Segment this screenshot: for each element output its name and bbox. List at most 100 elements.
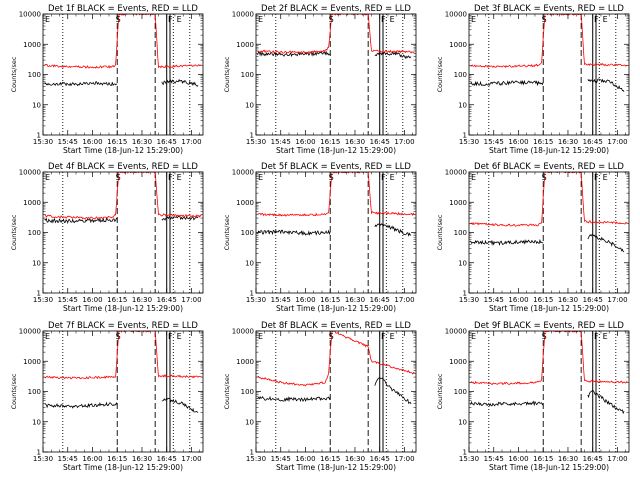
event-label: S xyxy=(542,15,547,24)
events-series-line xyxy=(44,217,118,225)
x-tick-label: 16:15 xyxy=(107,296,127,304)
x-tick-label: 16:30 xyxy=(558,455,578,463)
x-tick-label: 15:45 xyxy=(271,138,291,146)
y-tick-label: 1000 xyxy=(449,358,467,366)
event-label: F xyxy=(381,332,386,341)
event-label: E xyxy=(471,173,476,182)
events-series-line xyxy=(374,376,412,405)
event-label: F xyxy=(594,15,599,24)
x-tick-label: 16:00 xyxy=(508,455,528,463)
y-tick-label: 100 xyxy=(241,229,254,237)
y-tick-label: 1 xyxy=(37,449,41,457)
x-tick-label: 16:00 xyxy=(82,138,102,146)
x-tick-label: 16:00 xyxy=(508,138,528,146)
plot-frame xyxy=(468,330,630,453)
x-tick-label: 16:15 xyxy=(107,455,127,463)
events-series-line xyxy=(257,50,331,58)
y-tick-label: 10 xyxy=(32,259,41,267)
panel-title: Det 9f BLACK = Events, RED = LLD xyxy=(474,321,624,331)
event-label: E xyxy=(603,332,608,341)
y-tick-label: 10000 xyxy=(19,328,41,336)
x-tick-label: 17:00 xyxy=(394,138,414,146)
event-label: E xyxy=(471,15,476,24)
event-label: S xyxy=(116,173,121,182)
y-tick-label: 1000 xyxy=(23,199,41,207)
events-series-line xyxy=(470,79,544,87)
lld-series-line xyxy=(257,172,415,217)
y-tick-label: 1000 xyxy=(449,41,467,49)
y-tick-label: 10 xyxy=(245,259,254,267)
panel-title: Det 5f BLACK = Events, RED = LLD xyxy=(261,162,411,172)
plot-frame xyxy=(42,171,204,294)
event-label: E xyxy=(603,15,608,24)
x-tick-label: 16:30 xyxy=(345,296,365,304)
event-label: F xyxy=(381,173,386,182)
x-tick-label: 16:15 xyxy=(320,296,340,304)
y-axis-label: Counts/sec xyxy=(10,214,18,250)
event-label: F xyxy=(594,173,599,182)
y-tick-label: 10000 xyxy=(445,11,467,19)
x-tick-label: 16:00 xyxy=(82,296,102,304)
y-tick-label: 100 xyxy=(454,388,467,396)
event-label: E xyxy=(258,332,263,341)
x-tick-label: 16:30 xyxy=(132,296,152,304)
lld-series-line xyxy=(470,172,628,227)
event-label: F xyxy=(168,332,173,341)
x-tick-label: 16:00 xyxy=(295,138,315,146)
y-tick-label: 10 xyxy=(245,101,254,109)
event-label: E xyxy=(471,332,476,341)
x-tick-label: 15:45 xyxy=(271,296,291,304)
y-axis-label: Counts/sec xyxy=(223,56,231,92)
panel-title: Det 4f BLACK = Events, RED = LLD xyxy=(48,162,198,172)
x-tick-label: 15:30 xyxy=(246,138,266,146)
x-tick-label: 16:45 xyxy=(583,296,603,304)
panel-title: Det 8f BLACK = Events, RED = LLD xyxy=(261,321,411,331)
event-label: E xyxy=(177,15,182,24)
x-tick-label: 16:45 xyxy=(370,138,390,146)
event-label: E xyxy=(177,332,182,341)
event-label: E xyxy=(177,173,182,182)
y-tick-label: 10000 xyxy=(232,169,254,177)
x-tick-label: 16:15 xyxy=(533,296,553,304)
x-tick-label: 16:45 xyxy=(157,138,177,146)
y-tick-label: 100 xyxy=(28,388,41,396)
x-tick-label: 16:45 xyxy=(370,296,390,304)
x-tick-label: 17:00 xyxy=(181,138,201,146)
x-tick-label: 16:15 xyxy=(320,455,340,463)
y-tick-label: 10000 xyxy=(232,11,254,19)
y-axis-label: Counts/sec xyxy=(10,56,18,92)
x-tick-label: 16:30 xyxy=(558,296,578,304)
events-series-line xyxy=(44,401,118,409)
y-tick-label: 1000 xyxy=(449,199,467,207)
y-axis-label: Counts/sec xyxy=(223,373,231,409)
events-series-line xyxy=(161,78,199,87)
y-tick-label: 1 xyxy=(37,132,41,140)
y-axis-label: Counts/sec xyxy=(436,373,444,409)
events-series-line xyxy=(161,397,199,413)
event-label: E xyxy=(45,15,50,24)
x-tick-label: 16:30 xyxy=(132,138,152,146)
y-axis-label: Counts/sec xyxy=(436,56,444,92)
plot-frame xyxy=(42,13,204,136)
x-axis-label: Start Time (18-Jun-12 15:29:00) xyxy=(489,146,609,155)
events-series-line xyxy=(257,395,331,403)
event-label: S xyxy=(329,173,334,182)
y-tick-label: 100 xyxy=(241,388,254,396)
event-label: S xyxy=(329,332,334,341)
x-tick-label: 17:00 xyxy=(181,455,201,463)
x-tick-label: 16:15 xyxy=(533,455,553,463)
y-tick-label: 10000 xyxy=(19,11,41,19)
x-tick-label: 17:00 xyxy=(394,455,414,463)
event-label: F xyxy=(168,173,173,182)
x-axis-label: Start Time (18-Jun-12 15:29:00) xyxy=(276,463,396,472)
x-tick-label: 16:30 xyxy=(558,138,578,146)
x-tick-label: 15:45 xyxy=(58,138,78,146)
events-series-line xyxy=(587,389,625,415)
lld-series-line xyxy=(44,14,202,69)
x-tick-label: 15:30 xyxy=(33,296,53,304)
